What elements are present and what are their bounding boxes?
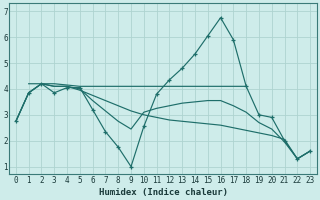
X-axis label: Humidex (Indice chaleur): Humidex (Indice chaleur) [99,188,228,197]
